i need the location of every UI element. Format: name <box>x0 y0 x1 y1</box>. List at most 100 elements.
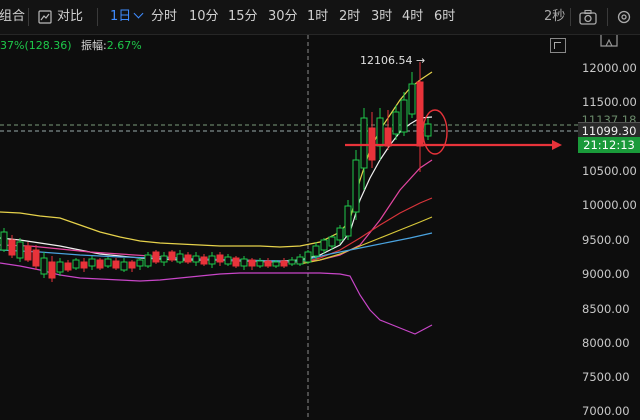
candle-body <box>304 251 312 263</box>
candlestick-chart[interactable] <box>0 35 640 420</box>
candle-body <box>56 261 64 273</box>
period-tab[interactable]: 1时 <box>307 0 328 34</box>
price-axis-label: 11500.00 <box>582 95 637 109</box>
high-price-label: 12106.54 → <box>360 54 426 67</box>
toolbar-divider <box>28 8 29 26</box>
period-label: 15分 <box>228 9 258 24</box>
refresh-label: 2秒 <box>544 9 566 24</box>
candle-body <box>96 259 104 269</box>
period-label: 6时 <box>434 9 456 24</box>
candle-body <box>8 239 16 256</box>
toolbar-divider <box>607 8 608 26</box>
arrow-head <box>552 140 562 150</box>
candle-body <box>40 257 48 275</box>
candle-body <box>176 253 184 263</box>
highlight-circle <box>422 109 448 155</box>
combine-button[interactable]: 组合 <box>0 0 25 34</box>
partial-price-tag: 11137.18 <box>578 115 640 125</box>
price-axis-label: 9500.00 <box>582 233 630 247</box>
candle-body <box>400 99 408 133</box>
candle-body <box>48 261 56 279</box>
candle-body <box>112 260 120 269</box>
candle-body <box>72 259 80 269</box>
price-axis-label: 8500.00 <box>582 302 630 316</box>
fullscreen-icon[interactable] <box>550 38 566 53</box>
candle-body <box>352 159 360 213</box>
candle-body <box>136 259 144 267</box>
countdown-tag: 21:12:13 <box>578 137 640 153</box>
candle-body <box>312 245 320 257</box>
partial-price-label: 11137.18 <box>581 115 637 125</box>
change-value: 37%(128.36) <box>0 39 72 52</box>
compare-button[interactable]: 对比 <box>38 0 83 34</box>
indicator-readout: 37%(128.36) 振幅:2.67% <box>0 37 142 53</box>
ma-line-yellow <box>299 216 433 265</box>
amplitude-label: 振幅: <box>81 39 107 52</box>
period-label: 4时 <box>402 9 424 24</box>
candle-body <box>152 251 160 263</box>
candle-body <box>416 81 424 147</box>
candle-body <box>88 258 96 267</box>
period-tab[interactable]: 2时 <box>339 0 360 34</box>
camera-icon[interactable] <box>579 9 597 25</box>
candle-body <box>24 245 32 261</box>
candle-body <box>144 254 152 267</box>
period-tab[interactable]: 30分 <box>268 0 298 34</box>
amplitude-value: 2.67% <box>106 39 142 52</box>
candle-body <box>296 256 304 265</box>
price-axis-label: 9000.00 <box>582 267 630 281</box>
price-axis-label: 12000.00 <box>582 61 637 75</box>
lower-band-line <box>0 262 433 335</box>
price-axis-label: 7000.00 <box>582 404 630 418</box>
candle-body <box>224 256 232 265</box>
last-price-label: 11099.30 <box>581 124 637 138</box>
toolbar-divider <box>97 8 98 26</box>
candle-body <box>288 259 296 265</box>
period-tab[interactable]: 分时 <box>151 0 177 34</box>
candle-body <box>64 262 72 271</box>
candle-body <box>384 127 392 147</box>
candle-body <box>360 117 368 169</box>
period-tab[interactable]: 15分 <box>228 0 258 34</box>
candles-group <box>0 62 432 282</box>
pin-icon[interactable] <box>600 34 618 50</box>
candle-body <box>216 254 224 263</box>
candle-body <box>168 251 176 261</box>
period-tab[interactable]: 3时 <box>371 0 392 34</box>
candle-body <box>120 261 128 271</box>
upper-band-line <box>0 71 433 248</box>
compare-icon <box>38 9 52 24</box>
candle-body <box>104 258 112 267</box>
price-axis-label: 10000.00 <box>582 198 637 212</box>
period-tab[interactable]: 6时 <box>434 0 455 34</box>
candle-body <box>392 111 400 135</box>
candle-body <box>160 255 168 263</box>
candle-body <box>200 256 208 265</box>
candle-body <box>128 261 136 269</box>
period-selector[interactable]: 1日 <box>110 0 144 34</box>
last-price-tag: 11099.30 <box>578 122 640 139</box>
candle-body <box>328 236 336 247</box>
candle-body <box>264 260 272 267</box>
candle-body <box>320 239 328 251</box>
period-tab[interactable]: 4时 <box>402 0 423 34</box>
high-price-annotation: 12106.54 → <box>360 54 425 67</box>
refresh-interval[interactable]: 2秒 <box>544 0 565 34</box>
period-label: 30分 <box>268 9 298 24</box>
ma-line-red <box>299 197 433 264</box>
candle-body <box>232 257 240 267</box>
candle-body <box>208 255 216 265</box>
gear-icon[interactable] <box>616 9 632 25</box>
candle-body <box>192 255 200 263</box>
candle-body <box>32 249 40 267</box>
candle-body <box>184 254 192 263</box>
candle-body <box>240 258 248 267</box>
period-tab[interactable]: 10分 <box>189 0 219 34</box>
period-label: 1时 <box>307 9 329 24</box>
chevron-down-icon <box>133 8 144 19</box>
candle-body <box>248 259 256 267</box>
candle-body <box>408 83 416 115</box>
combine-label: 组合 <box>0 9 26 24</box>
price-axis-label: 10500.00 <box>582 164 637 178</box>
candle-body <box>16 241 24 259</box>
